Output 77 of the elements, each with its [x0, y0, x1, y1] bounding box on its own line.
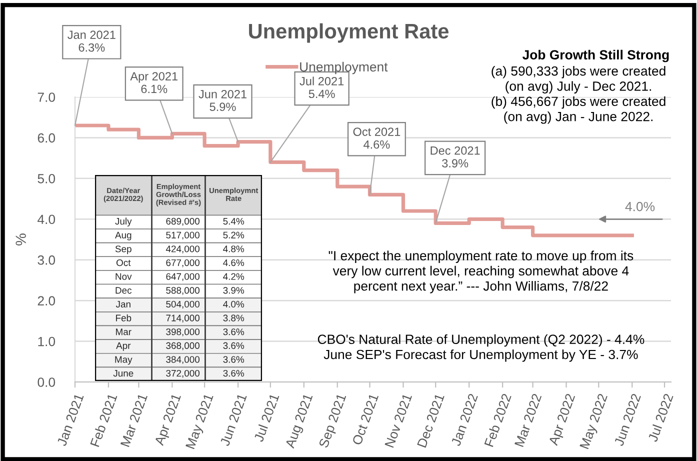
x-tick-label: Feb 2022 — [484, 393, 512, 448]
x-tick-label: Feb 2021 — [90, 393, 118, 448]
category-label: Nov — [116, 273, 132, 280]
data-label: 4.0% — [223, 300, 244, 308]
data-label: 398,000 — [166, 328, 200, 336]
x-tick-label: Sep 2021 — [318, 393, 349, 450]
x-tick-label: May 2022 — [580, 393, 610, 450]
category-label: Sep — [115, 246, 132, 254]
category-label: Jan — [116, 300, 130, 308]
y-tick-label: 7.0 — [38, 92, 56, 102]
category-label: Apr — [116, 342, 131, 351]
data-label: 588,000 — [166, 287, 200, 295]
legend-label: Unemployment — [300, 62, 388, 74]
x-tick-label: Mar 2021 — [120, 393, 148, 448]
data-label: 3.9% — [223, 287, 244, 294]
x-tick-label: Dec 2021 — [417, 393, 445, 448]
data-label: 3.8% — [223, 314, 244, 322]
data-label: 384,000 — [166, 356, 200, 364]
chart-title: Unemployment Rate — [249, 23, 449, 43]
data-label: 4.6% — [223, 259, 244, 266]
data-label: 647,000 — [166, 273, 200, 282]
data-label: 424,000 — [166, 246, 200, 254]
x-tick-label: May 2021 — [185, 393, 216, 450]
annotation: Dec 2021 3.9% — [430, 146, 480, 168]
data-label: 689,000 — [166, 218, 200, 226]
x-tick-label: Jul 2021 — [253, 393, 280, 442]
data-label: 4.2% — [223, 273, 244, 280]
x-tick-label: Jun 2021 — [220, 393, 247, 447]
annotation: (a) 590,333 jobs were created (on avg) July - Dec 2021. (b) 456,667 jobs were created (on avg) Jan - June 2022. — [492, 66, 666, 124]
category-label: Dec — [116, 287, 132, 294]
y-tick-label: 1.0 — [38, 336, 56, 346]
annotation: CBO's Natural Rate of Unemployment (Q2 2022) - 4.4% June SEP's Forecast for Unemployment by YE - 3.7% — [318, 334, 644, 362]
annotation: Jul 2021 5.4% — [300, 76, 344, 98]
y-tick-label: 2.0 — [38, 296, 56, 306]
x-tick-label: Apr 2022 — [548, 393, 578, 447]
category-label: Aug — [115, 232, 132, 240]
data-label: 504,000 — [166, 300, 200, 309]
x-tick-label: Apr 2021 — [154, 393, 184, 447]
y-tick-label: 0.0 — [38, 378, 56, 387]
data-label: 3.6% — [223, 356, 244, 363]
x-tick-label: Jan 2021 — [56, 393, 84, 447]
data-label: 4.8% — [223, 246, 244, 252]
category-label: Oct — [116, 259, 131, 266]
x-tick-label: Aug 2021 — [284, 393, 316, 450]
data-label: 3.6% — [223, 328, 244, 336]
data-label: 714,000 — [166, 314, 200, 322]
category-label: Mar — [116, 328, 132, 336]
category-label: June — [113, 370, 134, 377]
annotation: "I expect the unemployment rate to move up from its very low current level, reaching somewhat above 4 percent next year.” --- John Williams, 7/8/22 — [328, 250, 634, 294]
category-label: May — [115, 356, 132, 365]
annotation: Jan 2021 6.3% — [68, 30, 116, 52]
data-label: 517,000 — [166, 232, 200, 240]
annotation: Jun 2021 5.9% — [198, 90, 246, 112]
x-tick-label: Nov 2021 — [384, 393, 412, 448]
data-label: 3.6% — [223, 370, 244, 377]
category-label: Feb — [116, 314, 132, 322]
annotation: Oct 2021 4.6% — [353, 128, 400, 149]
x-tick-label: Jan 2022 — [450, 393, 478, 447]
data-label: 677,000 — [166, 259, 200, 268]
annotation: 4.0% — [625, 202, 655, 212]
y-tick-label: 6.0 — [38, 133, 56, 143]
annotation: Apr 2021 6.1% — [130, 72, 178, 94]
data-label: 3.6% — [223, 342, 244, 349]
data-label: 368,000 — [166, 342, 200, 350]
x-tick-label: Oct 2021 — [352, 393, 379, 446]
y-tick-label: 3.0 — [38, 255, 56, 265]
y-tick-label: 4.0 — [38, 214, 56, 224]
data-label: 372,000 — [166, 370, 200, 378]
category-label: July — [115, 218, 132, 226]
y-tick-label: 5.0 — [38, 174, 56, 184]
x-tick-label: Mar 2022 — [514, 393, 542, 448]
text: Job Growth Still Strong — [522, 50, 669, 62]
x-tick-label: Jul 2022 — [648, 393, 674, 442]
x-tick-label: Jun 2022 — [614, 393, 642, 447]
data-label: 5.2% — [223, 232, 244, 238]
y-axis-title: % — [16, 234, 26, 246]
data-label: 5.4% — [223, 218, 244, 225]
